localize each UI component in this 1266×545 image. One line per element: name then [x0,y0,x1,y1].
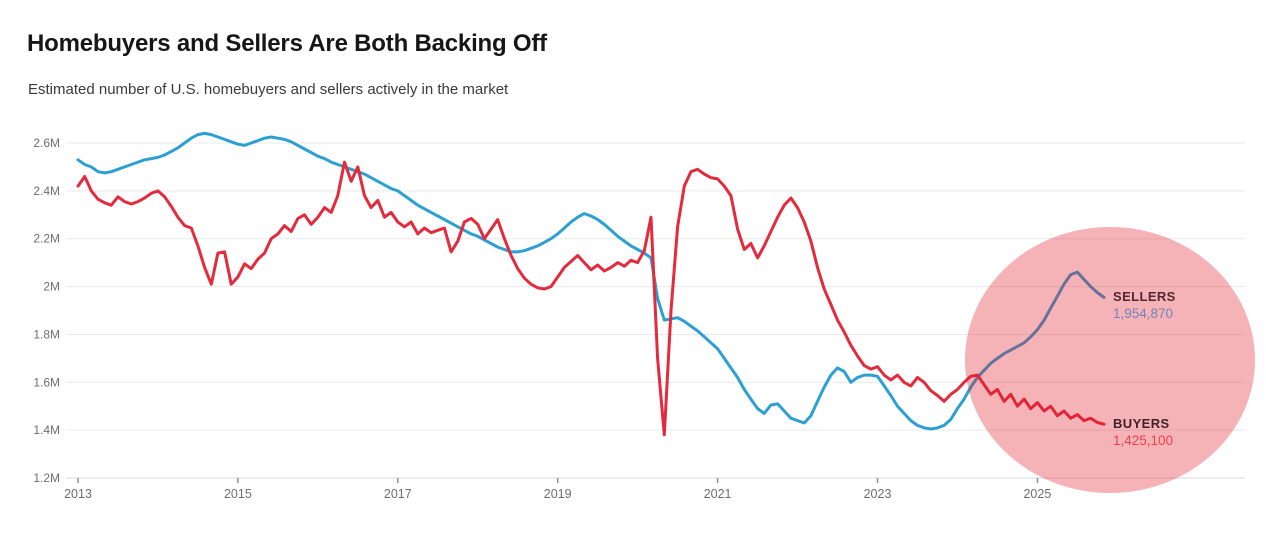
chart-subtitle: Estimated number of U.S. homebuyers and … [28,81,509,98]
buyers-series-label: BUYERS [1113,416,1170,431]
y-axis-tick-label: 1.2M [33,471,60,485]
y-axis-tick-label: 2.6M [33,136,60,150]
buyers-series-value: 1,425,100 [1113,433,1174,448]
x-axis-tick-label: 2023 [864,487,892,501]
x-axis-tick-label: 2015 [224,487,252,501]
x-axis-tick-label: 2013 [64,487,92,501]
page-title: Homebuyers and Sellers Are Both Backing … [27,30,547,57]
x-axis-tick-label: 2021 [704,487,732,501]
sellers-series-label: SELLERS [1113,289,1176,304]
y-axis-tick-label: 2.4M [33,184,60,198]
highlight-circle [965,227,1255,493]
y-axis-tick-label: 1.6M [33,375,60,389]
series-line-buyers [76,160,1106,437]
sellers-series-value: 1,954,870 [1113,306,1174,321]
x-axis-tick-label: 2017 [384,487,412,501]
series-line-sellers [76,131,1106,431]
y-axis-tick-label: 1.8M [33,327,60,341]
y-axis-tick-label: 2.2M [33,232,60,246]
y-axis-tick-label: 2M [43,280,60,294]
y-axis-tick-label: 1.4M [33,423,60,437]
x-axis-tick-label: 2025 [1023,487,1051,501]
x-axis-tick-label: 2019 [544,487,572,501]
